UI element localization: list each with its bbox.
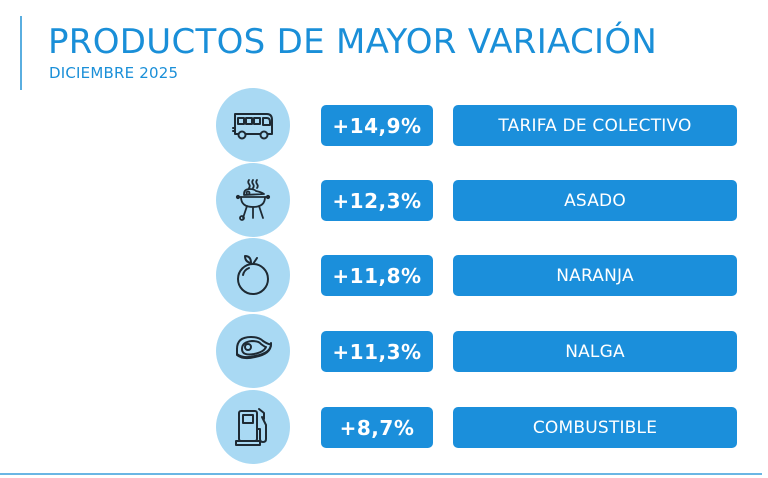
product-label: TARIFA DE COLECTIVO	[453, 105, 737, 146]
title-accent-bar	[20, 16, 22, 90]
variation-badge: +14,9%	[321, 105, 433, 146]
product-label: ASADO	[453, 180, 737, 221]
steak-icon	[216, 314, 290, 388]
bus-icon	[216, 88, 290, 162]
list-item: +12,3% ASADO	[0, 163, 768, 239]
product-label: NARANJA	[453, 255, 737, 296]
product-label: COMBUSTIBLE	[453, 407, 737, 448]
variation-badge: +11,8%	[321, 255, 433, 296]
variation-badge: +8,7%	[321, 407, 433, 448]
list-item: +11,8% NARANJA	[0, 238, 768, 314]
grill-icon	[216, 163, 290, 237]
variation-badge: +11,3%	[321, 331, 433, 372]
list-item: +11,3% NALGA	[0, 314, 768, 390]
product-label: NALGA	[453, 331, 737, 372]
list-item: +14,9% TARIFA DE COLECTIVO	[0, 88, 768, 164]
list-item: +8,7% COMBUSTIBLE	[0, 390, 768, 466]
fuel-pump-icon	[216, 390, 290, 464]
variation-badge: +12,3%	[321, 180, 433, 221]
orange-icon	[216, 238, 290, 312]
page-title: PRODUCTOS DE MAYOR VARIACIÓN	[48, 22, 658, 62]
page-subtitle: DICIEMBRE 2025	[49, 64, 179, 82]
footer-divider	[0, 473, 762, 475]
